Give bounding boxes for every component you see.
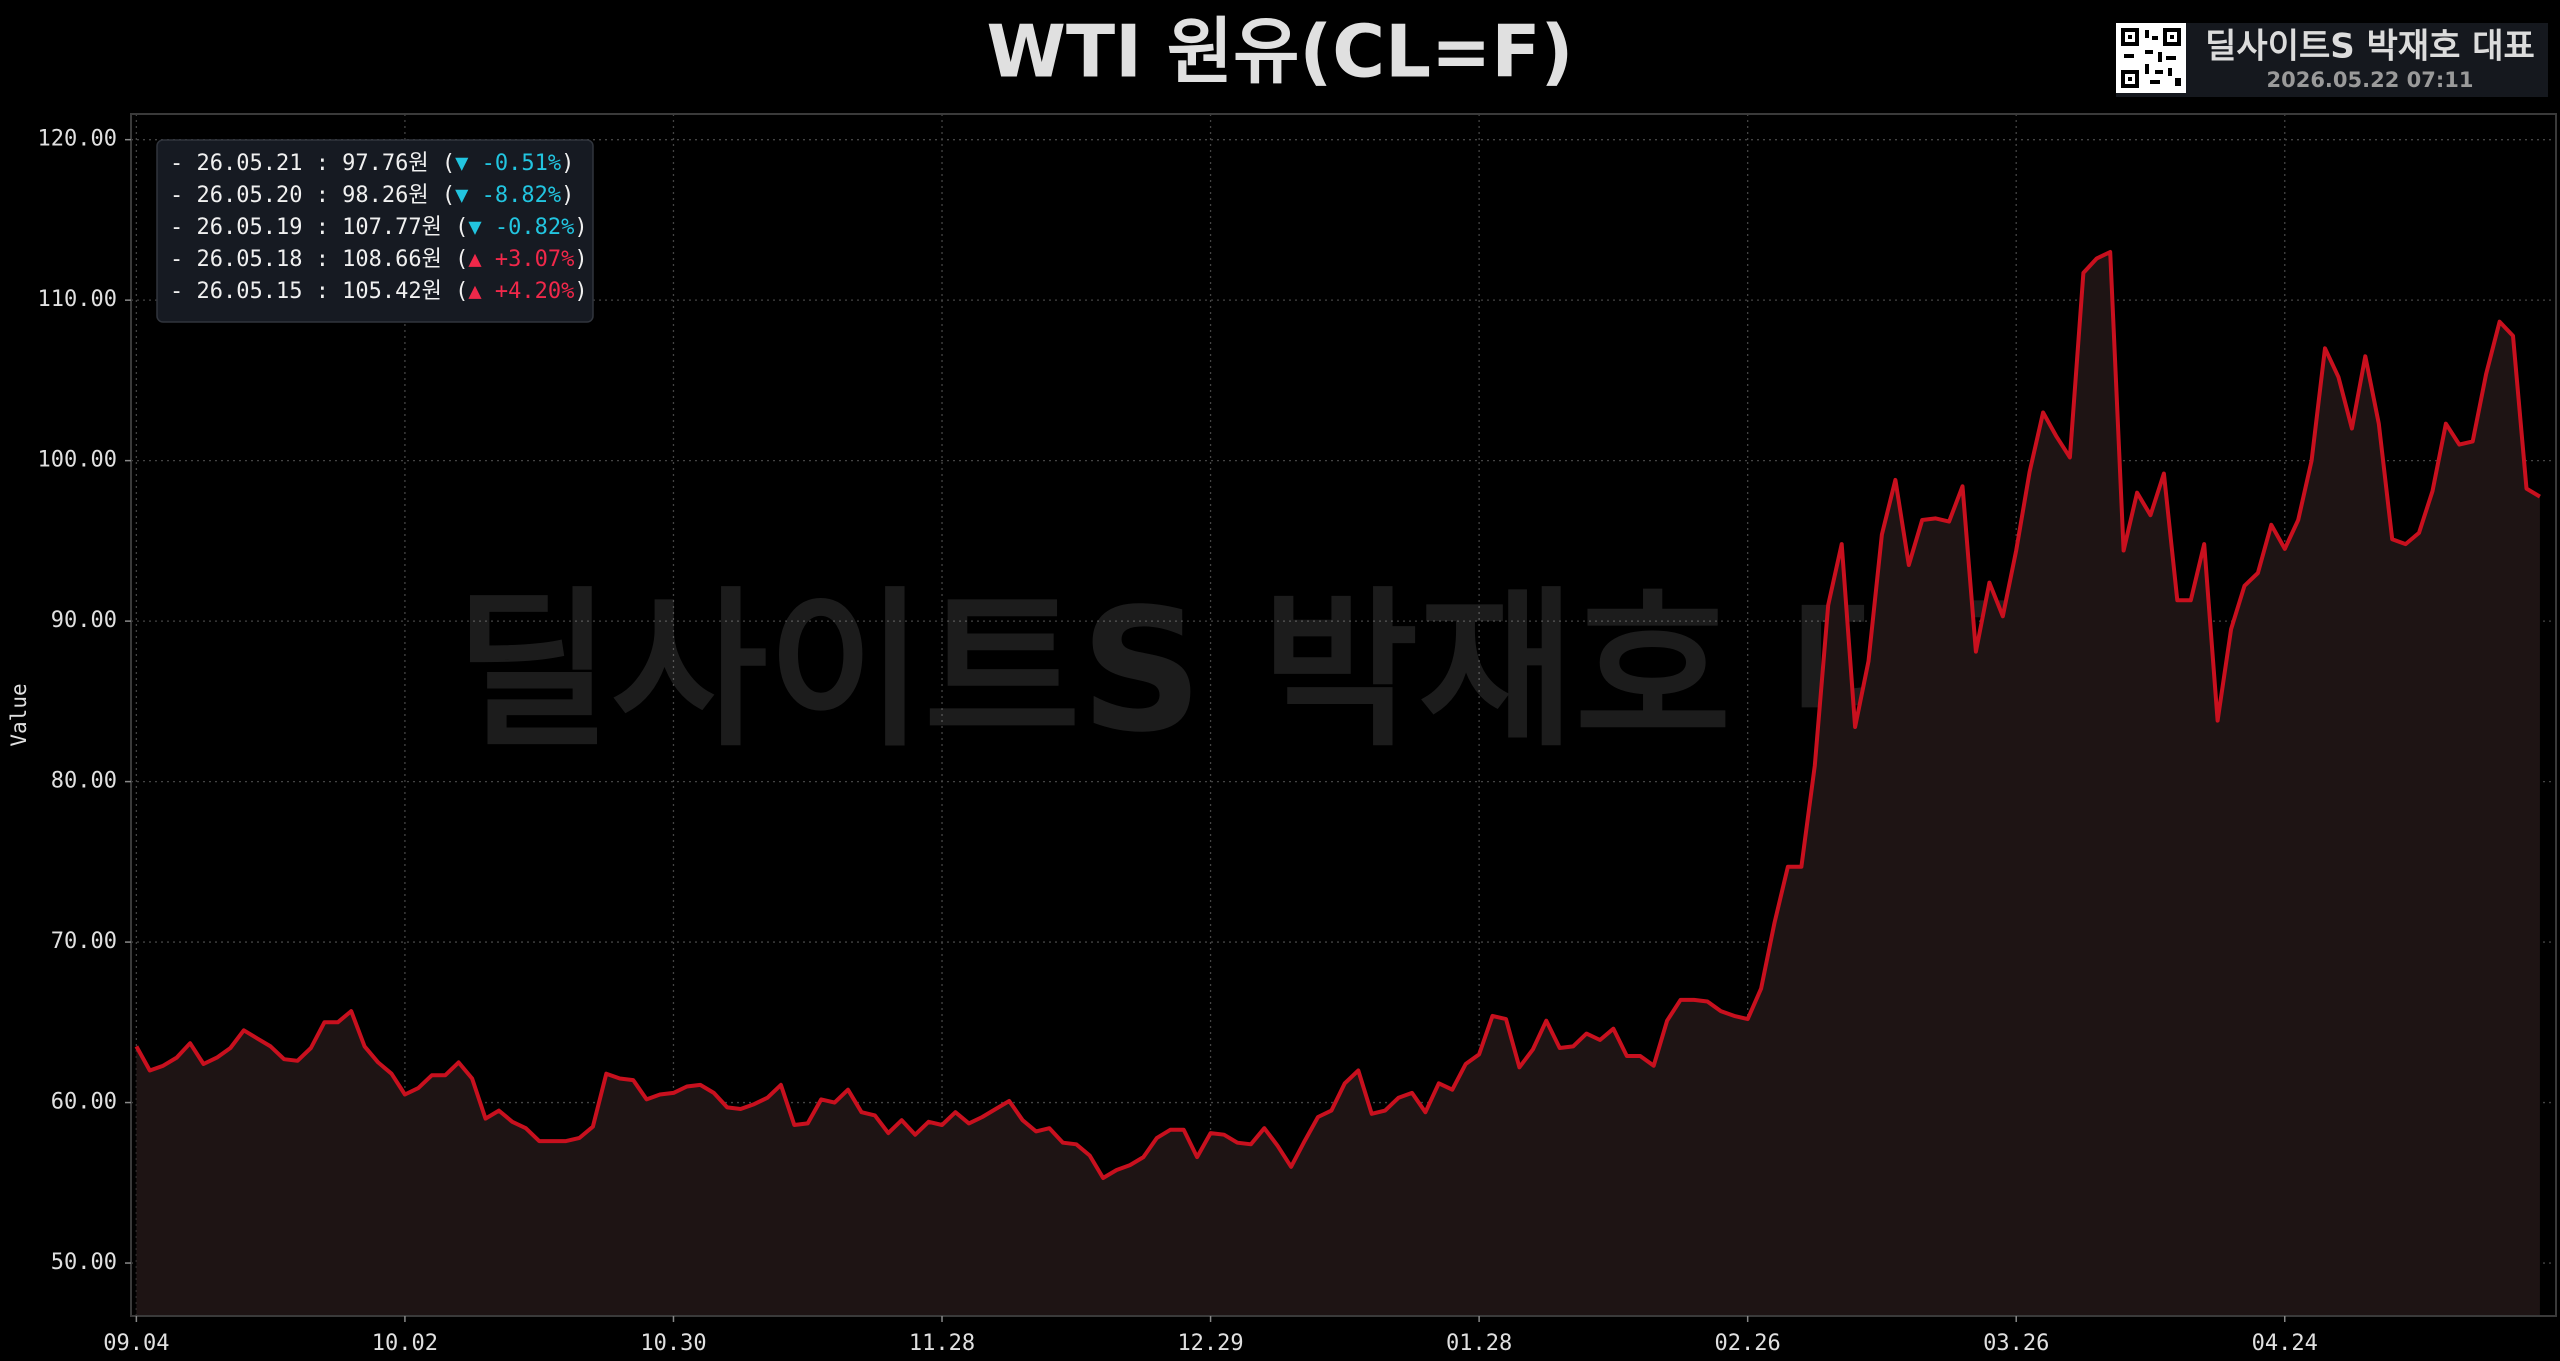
timestamp: 2026.05.22 07:11: [2266, 68, 2473, 92]
y-tick-label: 110.00: [38, 287, 117, 312]
legend-entry: - 26.05.18 : 108.66원 (▲ +3.07%): [170, 247, 588, 272]
x-tick-label: 03.26: [1983, 1331, 2049, 1356]
legend-text: - 26.05.21 : 97.76원 (: [170, 151, 455, 176]
plot-frame: [130, 113, 2557, 1317]
x-tick-label: 10.02: [372, 1331, 438, 1356]
legend-close: ): [574, 215, 587, 240]
x-tick-label: 09.04: [103, 1331, 169, 1356]
legend-change: ▼ -0.82%: [468, 215, 574, 240]
legend-change: ▼ -8.82%: [455, 183, 561, 208]
y-tick-label: 70.00: [51, 929, 117, 954]
legend-close: ): [574, 247, 587, 272]
brand-badge: 딜사이트S 박재호 대표 2026.05.22 07:11: [2116, 23, 2548, 97]
area: [136, 252, 2540, 1316]
x-tick-label: 01.28: [1446, 1331, 1512, 1356]
badge-background: [2116, 23, 2548, 97]
legend-entry: - 26.05.19 : 107.77원 (▼ -0.82%): [170, 215, 588, 240]
plot-area: [134, 250, 2541, 1316]
line: [134, 250, 2541, 1180]
legend-entry: - 26.05.20 : 98.26원 (▼ -8.82%): [170, 183, 574, 208]
legend-entry: - 26.05.21 : 97.76원 (▼ -0.51%): [170, 151, 574, 176]
legend-close: ): [561, 183, 574, 208]
legend-background: [156, 139, 594, 323]
y-tick-label: 100.00: [38, 448, 117, 473]
legend-close: ): [561, 151, 574, 176]
x-tick-label: 04.24: [2252, 1331, 2318, 1356]
x-tick-label: 12.29: [1177, 1331, 1243, 1356]
legend-text: - 26.05.15 : 105.42원 (: [170, 279, 468, 304]
legend-text: - 26.05.19 : 107.77원 (: [170, 215, 468, 240]
x-tick-label: 02.26: [1715, 1331, 1781, 1356]
legend-box: - 26.05.21 : 97.76원 (▼ -0.51%)- 26.05.20…: [156, 139, 594, 323]
brand-name: 딜사이트S 박재호 대표: [2205, 27, 2535, 67]
y-tick-label: 120.00: [38, 127, 117, 152]
y-tick-label: 90.00: [51, 608, 117, 633]
y-axis-label: Value: [7, 683, 31, 746]
y-tick-label: 60.00: [51, 1090, 117, 1115]
legend-change: ▲ +3.07%: [468, 247, 574, 272]
legend-entry: - 26.05.15 : 105.42원 (▲ +4.20%): [170, 279, 588, 304]
legend-text: - 26.05.18 : 108.66원 (: [170, 247, 468, 272]
legend-change: ▼ -0.51%: [455, 151, 561, 176]
qr-pattern: [2121, 28, 2181, 88]
x-tick-label: 10.30: [640, 1331, 706, 1356]
x-tick-label: 11.28: [909, 1331, 975, 1356]
legend-text: - 26.05.20 : 98.26원 (: [170, 183, 455, 208]
chart-title: WTI 원유(CL=F): [987, 10, 1574, 94]
legend-close: ): [574, 279, 587, 304]
y-tick-label: 50.00: [51, 1250, 117, 1275]
y-tick-label: 80.00: [51, 769, 117, 794]
legend-change: ▲ +4.20%: [468, 279, 574, 304]
